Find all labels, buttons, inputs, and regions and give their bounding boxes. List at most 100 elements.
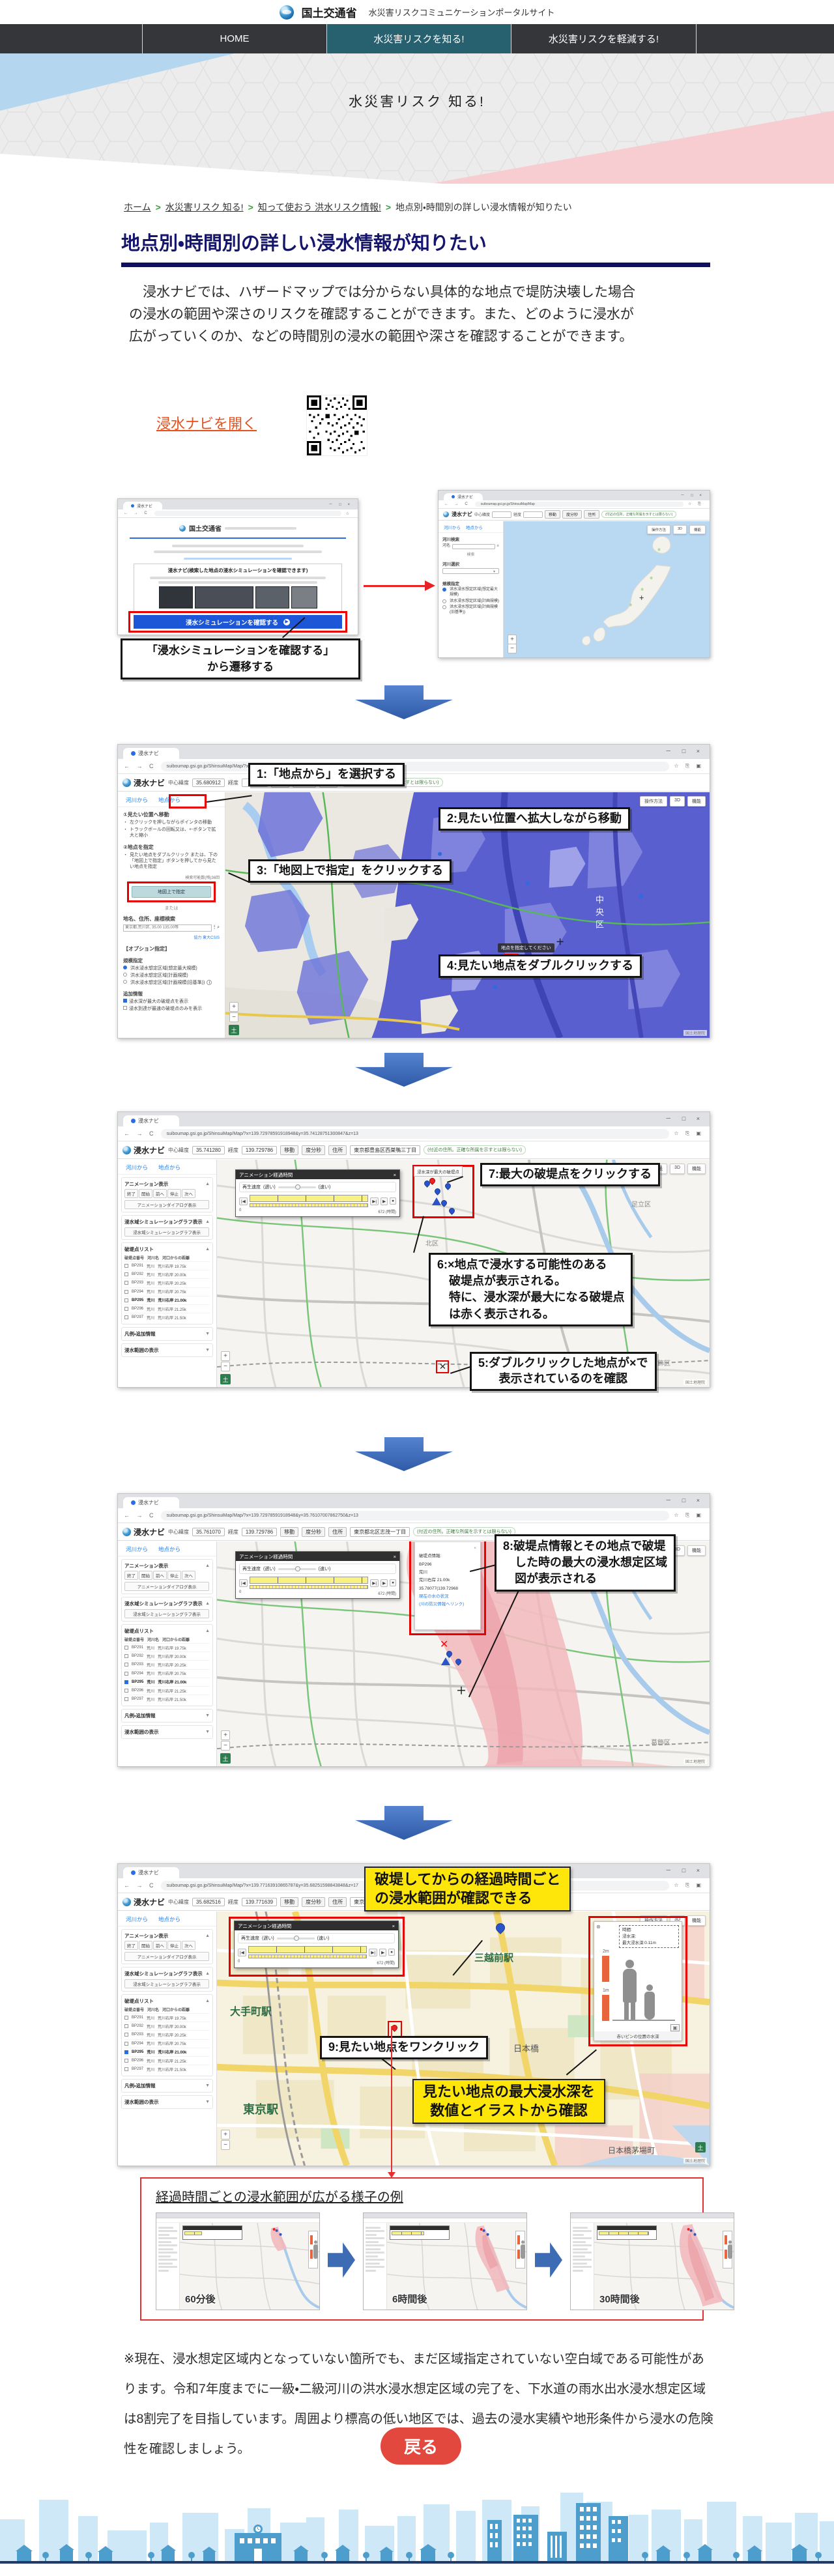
search-icon: ⌕ (496, 544, 499, 548)
adult-silhouette-leg (624, 2003, 629, 2020)
clicked-point-frame (436, 1360, 449, 1373)
place-search-input (123, 924, 212, 932)
breadcrumb-current: 地点別・時間別の詳しい浸水情報が知りたい (395, 202, 572, 212)
text-line-decoration (225, 526, 296, 530)
mlit-logo-icon (179, 524, 186, 532)
zoom-out-button: − (229, 1012, 238, 1022)
title-rule (121, 263, 710, 267)
intro-paragraph: 浸水ナビでは、ハザードマップでは分からない具体的な地点で堤防決壊した場合の浸水の… (129, 285, 635, 345)
open-shinsui-navi-link[interactable]: 浸水ナビを開く (156, 416, 257, 432)
main-nav: HOME 水災害リスクを知る! 水災害リスクを軽減する! (0, 24, 834, 53)
timeline-bar-fine (249, 1203, 369, 1207)
adult-silhouette-head (626, 1960, 634, 1968)
red-arrow-head (425, 580, 435, 591)
breadcrumb-separator: > (385, 202, 392, 212)
step4-annotation: 4:見たい地点をダブルクリックする (439, 954, 642, 978)
ground-line (612, 2020, 675, 2021)
footnote: ※現在、浸水想定区域内となっていない箇所でも、まだ区域指定されていない空白域であ… (124, 2352, 713, 2457)
gauge-caption: 赤いピンの位置の水深 (594, 2031, 682, 2040)
example-connector-arrowhead (388, 2172, 395, 2178)
breadcrumb-level1[interactable]: 水災害リスク 知る! (165, 202, 244, 212)
close-icon: × (393, 1171, 396, 1178)
step6-annotation: 6:×地点で浸水する可能性のある 破堤点が表示される。 特に、浸水深が最大になる… (429, 1253, 633, 1326)
station-label: 三越前駅 (474, 1953, 514, 1964)
image-icon: ▣ (670, 2024, 680, 2031)
skip-end-button: ▶| (370, 1197, 379, 1205)
simulation-button: 浸水シミュレーションを確認する (185, 619, 279, 627)
map-tooltip: 地点を指定してください (498, 943, 554, 952)
step5-annotation: 5:ダブルクリックした地点が×で 表示されているのを確認 (470, 1352, 657, 1391)
example-screenshot-60min: 60分後 (156, 2212, 320, 2310)
child-silhouette-body (644, 1992, 655, 2020)
place-label: 日本橋 (513, 2044, 539, 2054)
timeline-bar (249, 1195, 369, 1202)
portal-panel-title: 浸水ナビ(検索した地点の浸水シミュレーションを確認できます) (167, 567, 308, 573)
ward-label: 北区 (425, 1240, 439, 1248)
example-screenshot-30h: 30時間後 (570, 2212, 734, 2310)
example-title: 経過時間ごとの浸水範囲が広がる様子の例 (156, 2190, 403, 2205)
example-connector-line (391, 2026, 392, 2175)
favicon (131, 504, 134, 508)
max-depth-callout: 見たい地点の最大浸水深を 数値とイラストから確認 (412, 2079, 606, 2125)
dropdown: ▾ (442, 568, 499, 574)
section-arrow-down (355, 685, 453, 719)
zoom-in-button: + (508, 635, 517, 644)
step1-annotation: 1:「地点から」を選択する (248, 763, 405, 786)
info-icon: i (207, 979, 212, 985)
ward-label: 足立区 (631, 1201, 651, 1209)
loop-button: ● (390, 1197, 396, 1205)
photo-thumbnail (291, 586, 317, 608)
section-arrow-down (355, 1437, 453, 1471)
animation-time-panel: アニメーション経過時間 × 再生速度 (遅い) (速い) |◀ ▶| ▶ ● 0 672 (時… (235, 1169, 400, 1217)
photo-thumbnail (194, 586, 253, 608)
station-label: 大手町駅 (230, 2007, 272, 2018)
photo-thumbnail (255, 586, 289, 608)
breach-info-highlight-frame (409, 1541, 486, 1635)
zoom-out-button: − (508, 644, 517, 653)
mic-icon: 🕯 (214, 924, 216, 930)
elapsed-time-callout: 破堤してからの経過時間ごと の浸水範囲が確認できる (364, 1867, 571, 1912)
point-tab-highlight-frame (169, 794, 207, 809)
child-silhouette-head (646, 1984, 653, 1991)
nav-spacer-right (697, 24, 834, 53)
step2-annotation: 2:見たい位置へ拡大しながら移動 (439, 807, 631, 831)
example-box: 経過時間ごとの浸水範囲が広がる様子の例 60分後 (140, 2177, 734, 2321)
step3-annotation: 3:「地図上で指定」をクリックする (248, 859, 452, 883)
specify-on-map-button: 地図上で指定 (132, 885, 211, 898)
adult-silhouette-leg (631, 2003, 635, 2020)
animation-time-panel: アニメーション経過時間 × 再生速度 (遅い) (速い) |◀ ▶| ▶ ● 0 672 (時… (234, 1921, 399, 1968)
brand-name: 国土交通省 (301, 7, 357, 20)
nav-item-know-risk[interactable]: 水災害リスクを知る! (327, 24, 511, 53)
zoom-out-button: − (221, 1362, 230, 1371)
close-icon: × (392, 1923, 395, 1929)
close-icon: × (393, 1553, 396, 1560)
breadcrumb-separator: > (248, 202, 253, 212)
japan-map: 操作方法 3D 機能 + − (504, 521, 710, 657)
mlit-logo-icon (279, 5, 294, 20)
animation-panel-highlight-frame (229, 1917, 405, 1977)
figure-step1-4: 浸水ナビ－ □ × ← → Csuiboumap.gsi.go.jp/Shins… (117, 744, 710, 1038)
example-arrow-right (328, 2242, 355, 2278)
qr-code (306, 395, 367, 456)
station-label: 東京駅 (243, 2103, 278, 2116)
zoom-in-button: + (221, 1351, 230, 1361)
section-arrow-down (355, 1806, 453, 1840)
nav-item-reduce-risk[interactable]: 水災害リスクを軽減する! (511, 24, 697, 53)
breadcrumb-level2[interactable]: 知って使おう 洪水リスク情報! (257, 202, 381, 212)
breadcrumb-home[interactable]: ホーム (124, 202, 151, 212)
arrow-right-icon: ▶ (283, 618, 291, 625)
gsi-button: 土 (229, 1025, 239, 1035)
nav-spacer-left (0, 24, 143, 53)
clicked-point-x: ✕ (439, 1362, 446, 1371)
breadcrumb: ホーム > 水災害リスク 知る! > 知って使おう 洪水リスク情報! > 地点別・時間別の詳… (124, 201, 572, 214)
cta-highlight-frame: 浸水シミュレーションを確認する ▶ (128, 611, 347, 633)
back-button[interactable]: 戻る (381, 2427, 461, 2465)
search-icon: ⌕ (217, 924, 220, 930)
portal-brand: 国土交通省 (189, 526, 222, 533)
nav-item-home[interactable]: HOME (143, 24, 327, 53)
section-arrow-down (355, 1053, 453, 1087)
